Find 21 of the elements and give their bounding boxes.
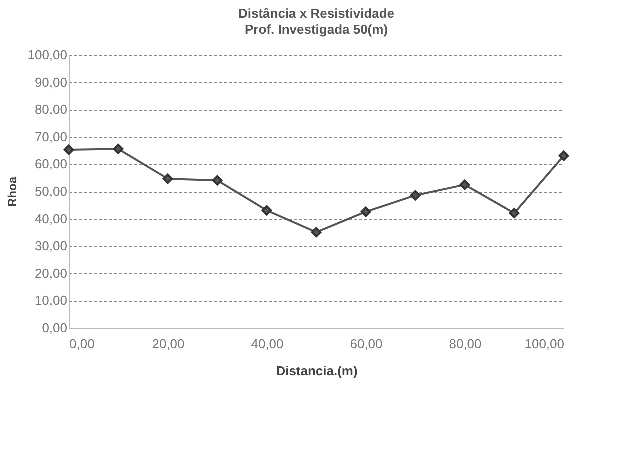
x-tick-label: 60,00	[350, 336, 383, 352]
x-tick-label: 80,00	[449, 336, 482, 352]
y-tick-label: 20,00	[34, 266, 68, 281]
y-tick-label: 50,00	[34, 184, 68, 199]
y-tick-label: 40,00	[34, 211, 68, 226]
y-tick-label: 90,00	[34, 74, 68, 90]
x-tick-label: 0,00	[70, 336, 95, 352]
x-tick-label: 40,00	[251, 336, 284, 352]
y-tick-label: 10,00	[34, 293, 68, 308]
x-tick-label: 20,00	[152, 336, 185, 352]
y-tick-label: 0,00	[42, 320, 68, 336]
chart-title: Distância x Resistividade	[238, 6, 395, 21]
y-tick-label: 30,00	[34, 238, 68, 254]
x-axis-title: Distancia.(m)	[276, 364, 358, 378]
chart-subtitle: Prof. Investigada 50(m)	[244, 22, 388, 37]
y-tick-label: 70,00	[34, 129, 68, 144]
y-axis-title: Rhoa	[6, 176, 20, 207]
y-tick-label: 60,00	[34, 156, 68, 172]
y-tick-label: 80,00	[34, 102, 68, 118]
y-tick-label: 100,00	[28, 48, 68, 62]
x-tick-label: 100,00	[524, 336, 564, 352]
